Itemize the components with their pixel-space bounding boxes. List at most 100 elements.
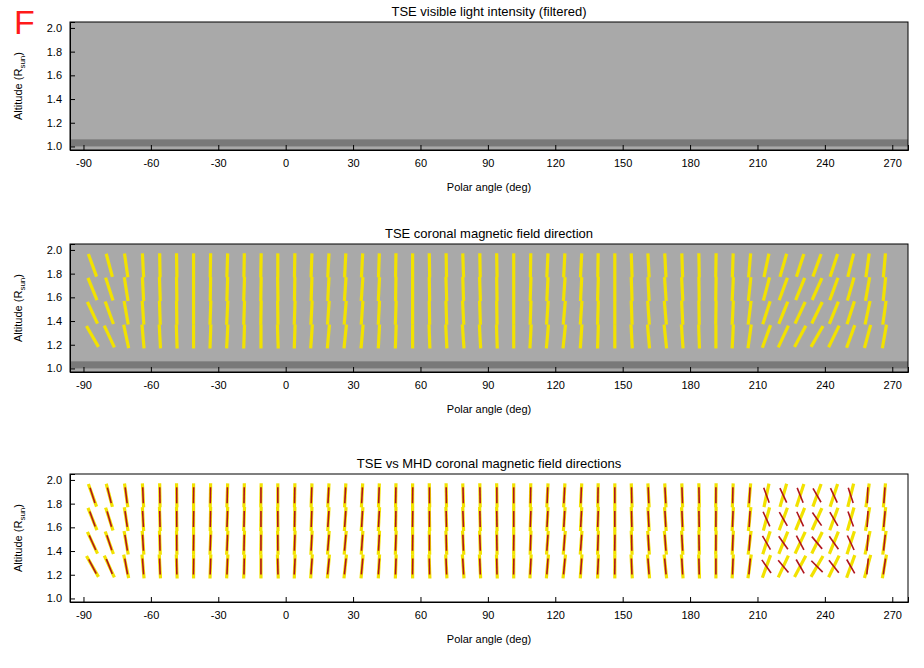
- field-vector: [411, 301, 414, 325]
- field-vector: [328, 511, 329, 527]
- x-tick-label: 0: [283, 157, 289, 169]
- field-vector: [344, 555, 347, 579]
- field-vector: [714, 253, 718, 277]
- field-vector: [812, 302, 823, 324]
- field-vector: [226, 535, 228, 551]
- image-background: [70, 22, 908, 150]
- field-vector: [529, 483, 533, 507]
- field-vector: [580, 531, 582, 555]
- field-vector: [813, 484, 821, 507]
- figure: F-90-60-3003060901201501802102402701.01.…: [0, 0, 924, 668]
- field-vector: [444, 507, 448, 531]
- field-vector: [193, 558, 195, 574]
- field-vector: [732, 507, 733, 531]
- field-vector: [614, 535, 616, 551]
- y-axis-title-part: sun: [18, 278, 27, 291]
- field-vector: [580, 554, 582, 578]
- field-vector: [682, 531, 683, 555]
- field-vector: [259, 301, 263, 325]
- field-vector: [714, 507, 718, 531]
- field-vector: [395, 535, 397, 551]
- field-vector: [344, 487, 346, 503]
- field-vector: [563, 277, 565, 301]
- field-vector: [564, 483, 565, 507]
- plot-area: [70, 22, 908, 150]
- field-vector: [394, 554, 398, 578]
- field-vector: [682, 277, 683, 301]
- field-vector: [259, 554, 262, 578]
- field-vector: [580, 277, 581, 301]
- field-vector: [547, 253, 548, 277]
- field-vector: [225, 483, 229, 507]
- field-vector: [697, 483, 701, 507]
- y-tick: 1.2: [47, 117, 75, 129]
- field-vector: [175, 483, 179, 507]
- x-tick-label: 60: [415, 609, 427, 621]
- field-vector: [795, 302, 805, 324]
- field-vector: [763, 301, 770, 324]
- y-tick-label: 1.2: [47, 117, 62, 129]
- field-vector: [125, 535, 128, 551]
- field-vector: [192, 324, 195, 348]
- field-vector: [327, 324, 329, 348]
- x-tick: 180: [681, 597, 699, 621]
- field-vector: [811, 561, 822, 572]
- field-vector: [546, 324, 548, 348]
- field-vector: [495, 301, 499, 325]
- field-vector: [512, 554, 515, 578]
- field-vector: [665, 507, 667, 531]
- field-vector: [478, 253, 482, 277]
- x-tick-mark: [420, 597, 421, 602]
- field-vector: [547, 535, 548, 551]
- field-vector: [764, 488, 769, 503]
- field-vector: [445, 253, 449, 277]
- field-vector: [293, 483, 297, 507]
- y-tick-mark: [70, 52, 75, 53]
- field-vector: [225, 277, 229, 301]
- x-tick-label: 150: [614, 609, 632, 621]
- x-tick-label: 210: [749, 609, 767, 621]
- field-vector: [647, 487, 649, 503]
- field-vector: [479, 535, 481, 551]
- field-vector: [445, 535, 447, 551]
- field-vector: [779, 532, 788, 554]
- field-vector: [732, 301, 733, 325]
- field-vector: [847, 301, 854, 324]
- field-vector: [378, 301, 379, 325]
- field-vector: [378, 535, 380, 551]
- field-vector: [830, 278, 838, 301]
- x-tick-label: 240: [816, 157, 834, 169]
- panel-title: TSE visible light intensity (filtered): [391, 4, 586, 19]
- field-vector: [124, 555, 129, 578]
- x-tick: 150: [614, 145, 632, 169]
- y-tick-label: 1.6: [47, 521, 62, 533]
- field-vector: [779, 536, 788, 549]
- field-vector: [596, 301, 600, 325]
- x-tick: 30: [347, 145, 359, 169]
- field-vector: [698, 558, 700, 574]
- y-tick-mark: [70, 99, 75, 100]
- y-tick: 1.2: [47, 339, 75, 351]
- field-vector: [748, 487, 750, 503]
- y-tick-label: 1.2: [47, 569, 62, 581]
- field-vector: [445, 483, 449, 507]
- field-vector: [778, 326, 788, 348]
- field-vector: [311, 324, 313, 348]
- y-tick: 1.0: [47, 362, 75, 374]
- x-tick-label: -30: [211, 157, 227, 169]
- field-vector: [158, 301, 162, 325]
- x-tick-mark: [286, 597, 287, 602]
- field-vector: [344, 301, 346, 325]
- x-tick-label: 60: [415, 379, 427, 391]
- field-vector: [613, 507, 616, 531]
- field-vector: [142, 531, 144, 555]
- field-vector: [883, 301, 886, 325]
- field-vector: [630, 507, 634, 531]
- x-tick-label: -90: [76, 609, 92, 621]
- field-vector: [276, 301, 280, 325]
- x-tick: -60: [143, 367, 159, 391]
- y-tick: 1.0: [47, 140, 75, 152]
- field-vector: [613, 301, 616, 325]
- x-tick-mark: [151, 145, 152, 150]
- x-tick-mark: [623, 145, 624, 150]
